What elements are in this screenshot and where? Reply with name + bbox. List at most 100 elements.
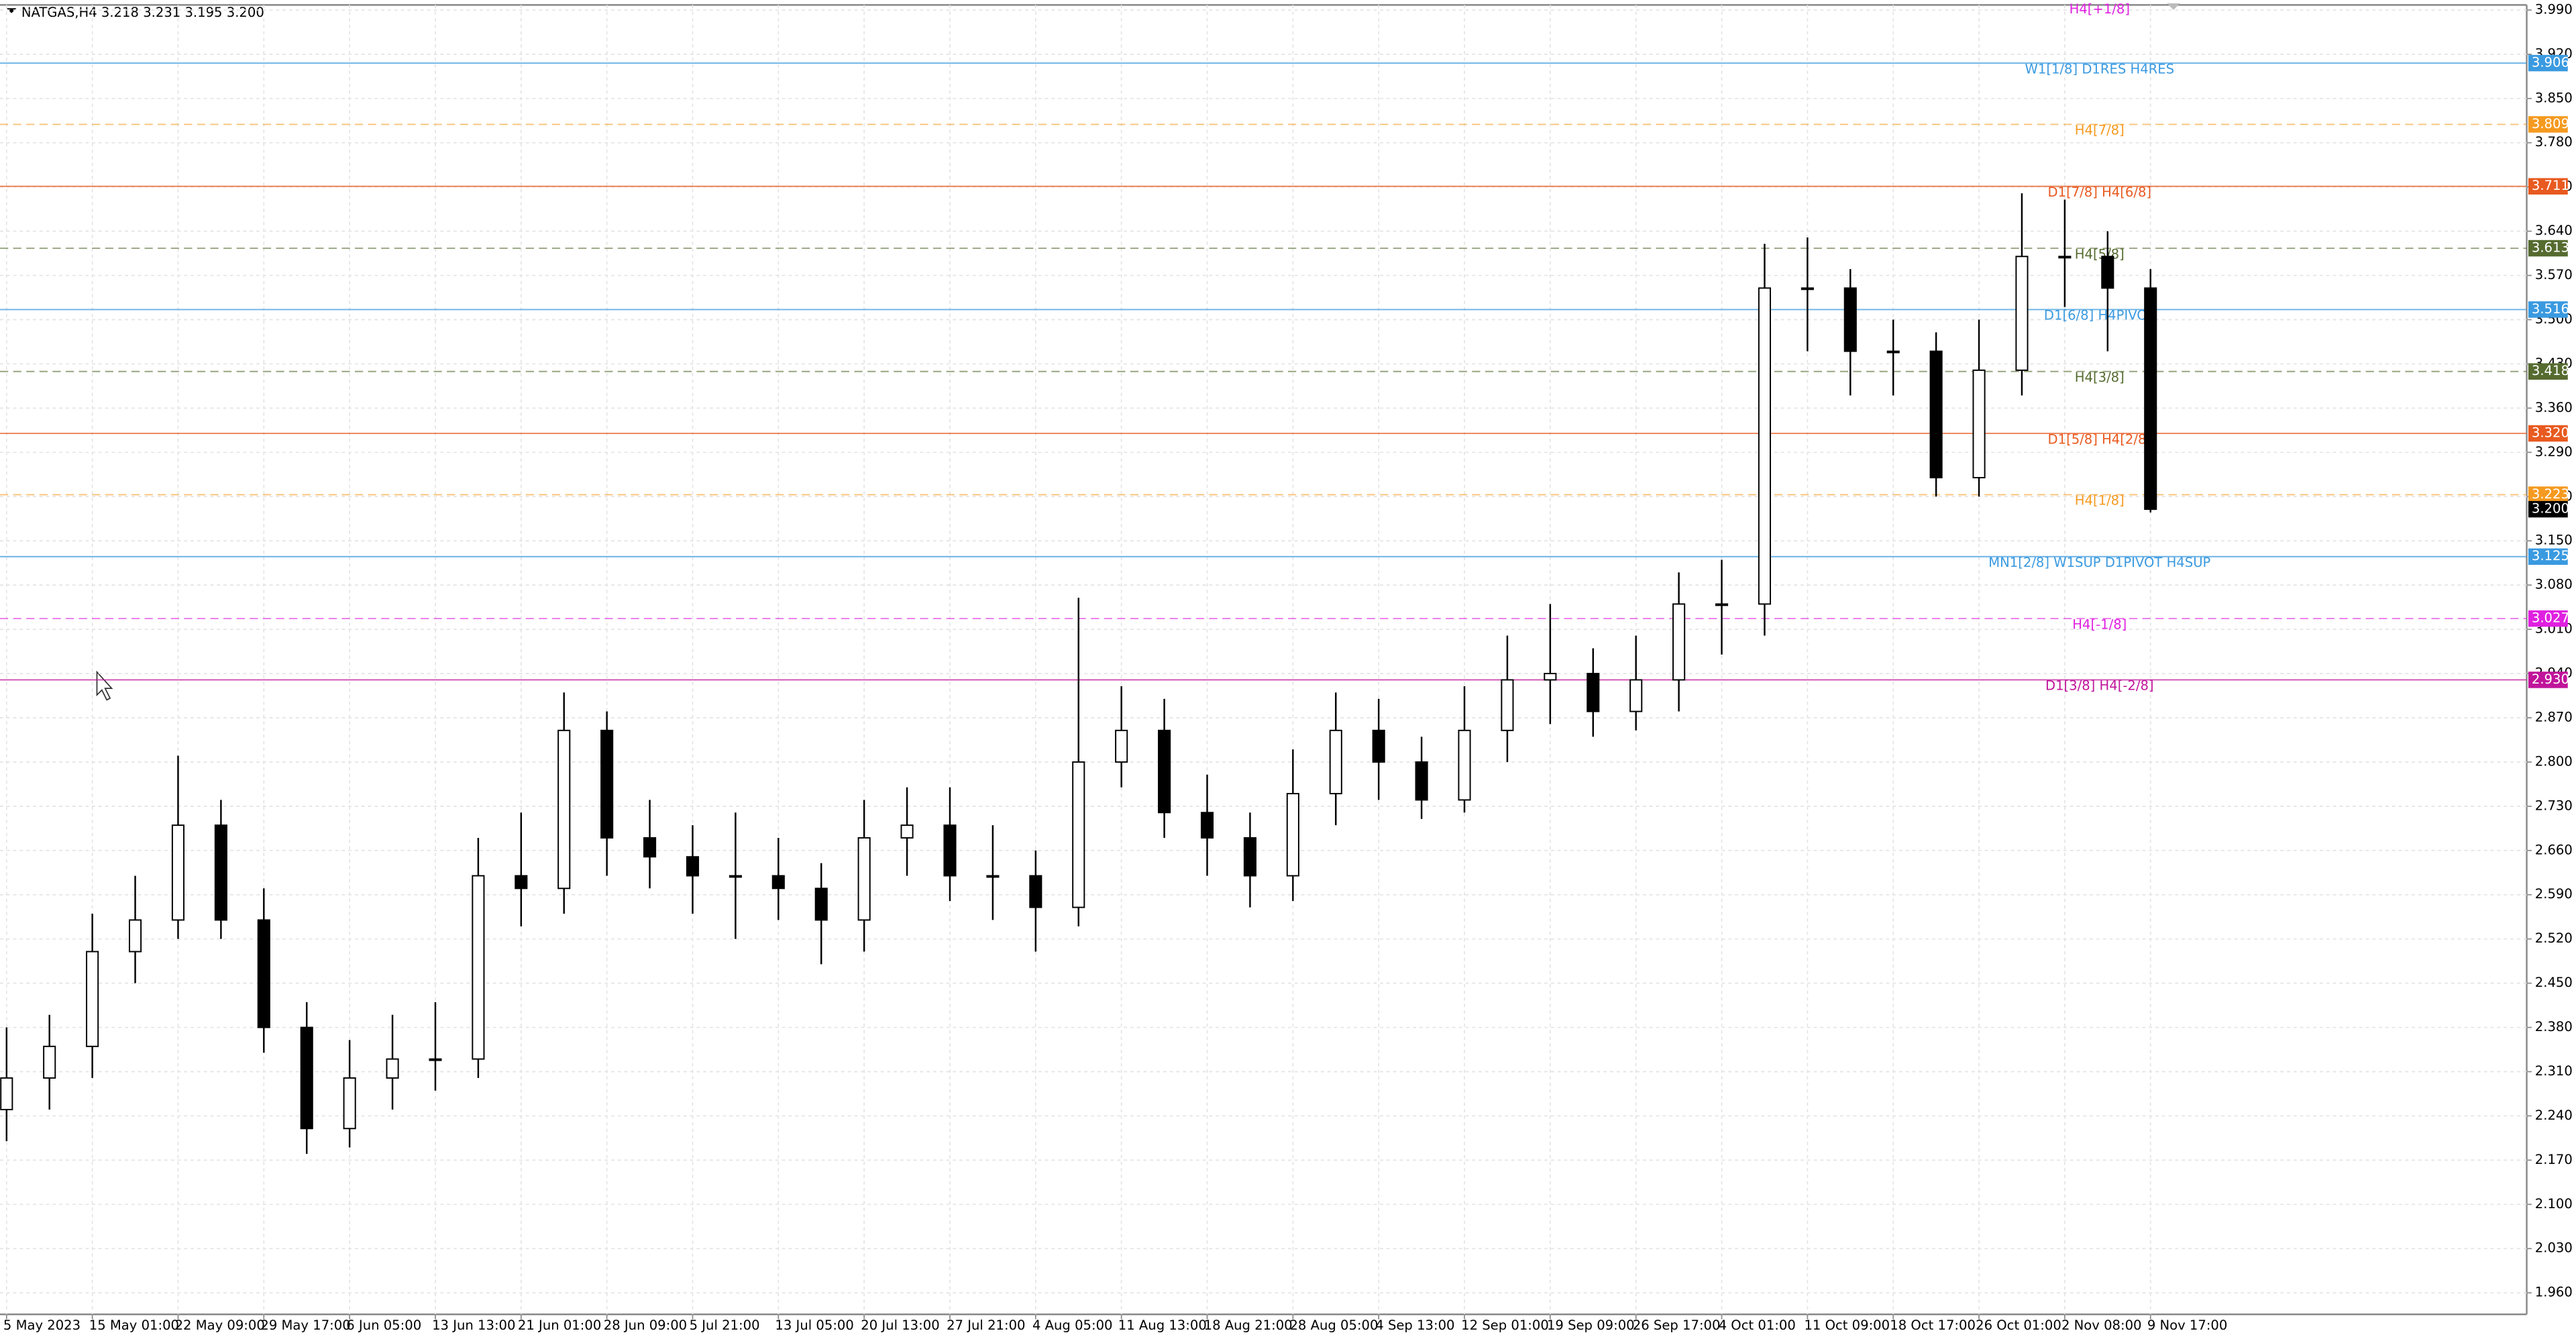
candle-body [1029,875,1042,908]
current-price-label: 3.200 [2532,501,2569,517]
shift-marker [2167,3,2180,10]
candle-body [1115,729,1128,763]
level-label: D1[7/8] H4[6/8] [2048,184,2152,200]
candle-body [257,919,270,1028]
y-tick-label: 2.170 [2535,1152,2573,1167]
candle-body [472,875,485,1060]
y-tick-label: 2.870 [2535,709,2573,725]
candle-body [515,875,528,890]
price-box [2528,116,2568,133]
x-tick-label: 15 May 01:00 [89,1318,179,1333]
level-label: D1[3/8] H4[-2/8] [2045,678,2154,694]
y-tick-label: 2.310 [2535,1063,2573,1079]
candle-body [1587,673,1600,712]
price-box-label: 3.125 [2532,548,2569,564]
candle-body [1158,729,1171,814]
x-tick-label: 2 Nov 08:00 [2061,1318,2142,1333]
x-tick-label: 4 Aug 05:00 [1032,1318,1113,1333]
x-tick-label: 5 May 2023 [3,1318,80,1333]
candle-body [1758,287,1771,605]
y-tick-label: 3.360 [2535,400,2573,415]
y-tick-label: 3.080 [2535,577,2573,592]
x-tick-label: 4 Sep 13:00 [1375,1318,1454,1333]
candle-body [1843,287,1857,352]
y-tick-label: 2.800 [2535,753,2573,769]
candle-body [1544,673,1557,681]
price-box-label: 2.930 [2532,672,2569,687]
y-tick-label: 2.520 [2535,930,2573,946]
y-tick-label: 3.780 [2535,134,2573,150]
candle-body [771,875,785,890]
y-tick-label: 2.100 [2535,1196,2573,1212]
candle-body [2101,256,2114,289]
candle-body [171,824,185,921]
price-box [2528,363,2568,380]
y-tick-label: 3.150 [2535,533,2573,548]
y-tick-label: 3.850 [2535,90,2573,105]
price-box [2528,672,2568,688]
price-box [2528,548,2568,566]
price-box [2528,301,2568,318]
price-box [2528,610,2568,627]
candle-body [1801,287,1814,290]
chart-title: NATGAS,H4 3.218 3.231 3.195 3.200 [21,5,264,20]
candle-body [429,1058,442,1061]
price-box-label: 3.320 [2532,425,2569,441]
x-tick-label: 9 Nov 17:00 [2147,1318,2228,1333]
level-label: H4[3/8] [2075,370,2125,385]
candle-body [2144,287,2157,511]
x-tick-label: 28 Aug 05:00 [1289,1318,1378,1333]
candle-body [1929,350,1943,478]
x-tick-label: 18 Oct 17:00 [1890,1318,1976,1333]
candle-body [386,1058,399,1079]
candle-body [86,951,99,1047]
candle-body [1286,793,1299,877]
candle-body [1372,729,1385,763]
level-label: H4[1/8] [2075,493,2125,508]
level-label: MN1[2/8] W1SUP D1PIVOT H4SUP [1988,555,2210,570]
price-box-label: 3.809 [2532,116,2569,131]
x-tick-label: 12 Sep 01:00 [1461,1318,1549,1333]
candle-body [943,824,957,877]
x-tick-label: 27 Jul 21:00 [947,1318,1025,1333]
candle-body [1329,729,1342,794]
candle-body [43,1045,56,1079]
y-tick-label: 2.030 [2535,1240,2573,1256]
candle-body [214,824,227,921]
current-price-box [2528,500,2568,518]
x-tick-label: 26 Sep 17:00 [1633,1318,1721,1333]
level-label: H4[7/8] [2075,123,2125,138]
x-tick-label: 6 Jun 05:00 [346,1318,421,1333]
candle-body [857,837,871,921]
candle-body [1715,603,1729,606]
y-tick-label: 2.240 [2535,1108,2573,1123]
candle-body [557,729,571,890]
price-box [2528,54,2568,72]
level-label: D1[6/8] H4PIVOT [2044,308,2156,323]
x-tick-label: 28 Jun 09:00 [604,1318,687,1333]
candle-body [300,1026,313,1130]
candle-body [686,856,700,877]
x-tick-label: 5 Jul 21:00 [690,1318,760,1333]
annotation: H4[+1/8] [2070,1,2130,17]
candle-body [343,1077,356,1130]
y-tick-label: 2.450 [2535,975,2573,990]
x-tick-label: 20 Jul 13:00 [861,1318,939,1333]
y-tick-label: 2.730 [2535,798,2573,813]
candle-body [1243,837,1256,877]
level-label: W1[1/8] D1RES H4RES [2025,61,2175,76]
candle-body [814,888,828,921]
y-tick-label: 2.590 [2535,886,2573,902]
price-box-label: 3.418 [2532,363,2569,378]
price-box-label: 3.906 [2532,55,2569,70]
candle-body [643,837,657,858]
candle-body [129,919,142,953]
candle-body [1501,679,1514,731]
level-label: H4[5/8] [2075,246,2125,262]
y-tick-label: 2.660 [2535,842,2573,857]
level-label: H4[-1/8] [2072,617,2127,632]
price-box-label: 3.516 [2532,301,2569,317]
